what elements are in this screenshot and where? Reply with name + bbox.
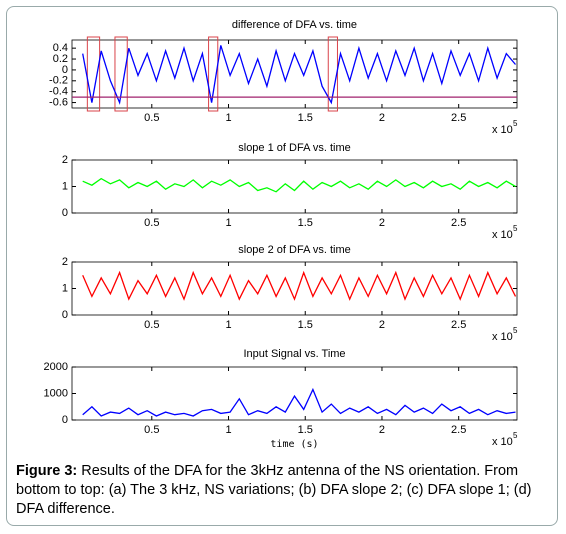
frame <box>6 6 558 526</box>
x-tick-label: 2.5 <box>451 424 466 436</box>
highlight <box>208 36 219 112</box>
chart-title: Input Signal vs. Time <box>243 348 345 360</box>
y-tick-label: -0.6 <box>49 96 68 108</box>
axes-box <box>71 261 518 316</box>
x-tick-label: 1.5 <box>298 424 313 436</box>
x-tick-label: 2 <box>379 424 385 436</box>
chart-title: slope 2 of DFA vs. time <box>238 244 351 256</box>
x-tick-label: 0.5 <box>144 112 159 124</box>
x-scale-exponent: 5 <box>513 224 518 233</box>
y-tick-label: 1 <box>62 180 68 192</box>
caption-label: Figure 3: <box>16 463 78 479</box>
y-tick-label: 2000 <box>44 361 68 373</box>
highlight <box>327 36 338 112</box>
x-tick-label: 1 <box>225 112 231 124</box>
y-tick-label: 0 <box>62 414 68 426</box>
x-axis-label: time (s) <box>270 439 318 450</box>
chart-title: slope 1 of DFA vs. time <box>238 142 351 154</box>
y-tick-label: 0 <box>62 64 68 76</box>
x-tick-label: 0.5 <box>144 319 159 331</box>
x-scale-label: x 10 <box>492 436 513 448</box>
x-tick-label: 1.5 <box>298 217 313 229</box>
y-tick-label: 1 <box>62 282 68 294</box>
y-tick-label: 0.4 <box>53 42 68 54</box>
y-tick-label: -0.2 <box>49 75 68 87</box>
x-tick-label: 1.5 <box>298 112 313 124</box>
x-tick-label: 0.5 <box>144 424 159 436</box>
x-tick-label: 2.5 <box>451 217 466 229</box>
x-tick-label: 2.5 <box>451 112 466 124</box>
x-scale-label: x 10 <box>492 229 513 241</box>
x-tick-label: 1 <box>225 319 231 331</box>
x-tick-label: 1 <box>225 217 231 229</box>
line <box>82 387 516 417</box>
caption: Figure 3: Results of the DFA for the 3kH… <box>16 462 552 519</box>
line <box>82 270 517 301</box>
highlight <box>114 36 128 112</box>
y-tick-label: 0 <box>62 207 68 219</box>
chart: difference of DFA vs. time0.40.20-0.2-0.… <box>44 19 518 450</box>
x-tick-label: 2.5 <box>451 319 466 331</box>
x-scale-exponent: 5 <box>513 326 518 335</box>
x-tick-label: 2 <box>379 217 385 229</box>
x-scale-exponent: 5 <box>513 119 518 128</box>
y-tick-label: 0 <box>62 309 68 321</box>
x-tick-label: 1.5 <box>298 319 313 331</box>
highlight <box>86 36 101 112</box>
axes-box <box>71 159 518 214</box>
axes-box <box>71 366 518 421</box>
x-tick-label: 1 <box>225 424 231 436</box>
y-tick-label: 0.2 <box>53 53 68 65</box>
line <box>82 177 516 193</box>
y-tick-label: 2 <box>62 154 68 166</box>
caption-text: Results of the DFA for the 3kHz antenna … <box>16 463 532 517</box>
x-tick-label: 2 <box>379 319 385 331</box>
x-tick-label: 2 <box>379 112 385 124</box>
x-scale-exponent: 5 <box>513 431 518 440</box>
x-scale-label: x 10 <box>492 124 513 136</box>
chart-title: difference of DFA vs. time <box>232 19 357 31</box>
y-tick-label: -0.4 <box>49 86 68 98</box>
x-tick-label: 0.5 <box>144 217 159 229</box>
y-tick-label: 2 <box>62 256 68 268</box>
line <box>82 45 516 105</box>
x-scale-label: x 10 <box>492 331 513 343</box>
y-tick-label: 1000 <box>44 387 68 399</box>
